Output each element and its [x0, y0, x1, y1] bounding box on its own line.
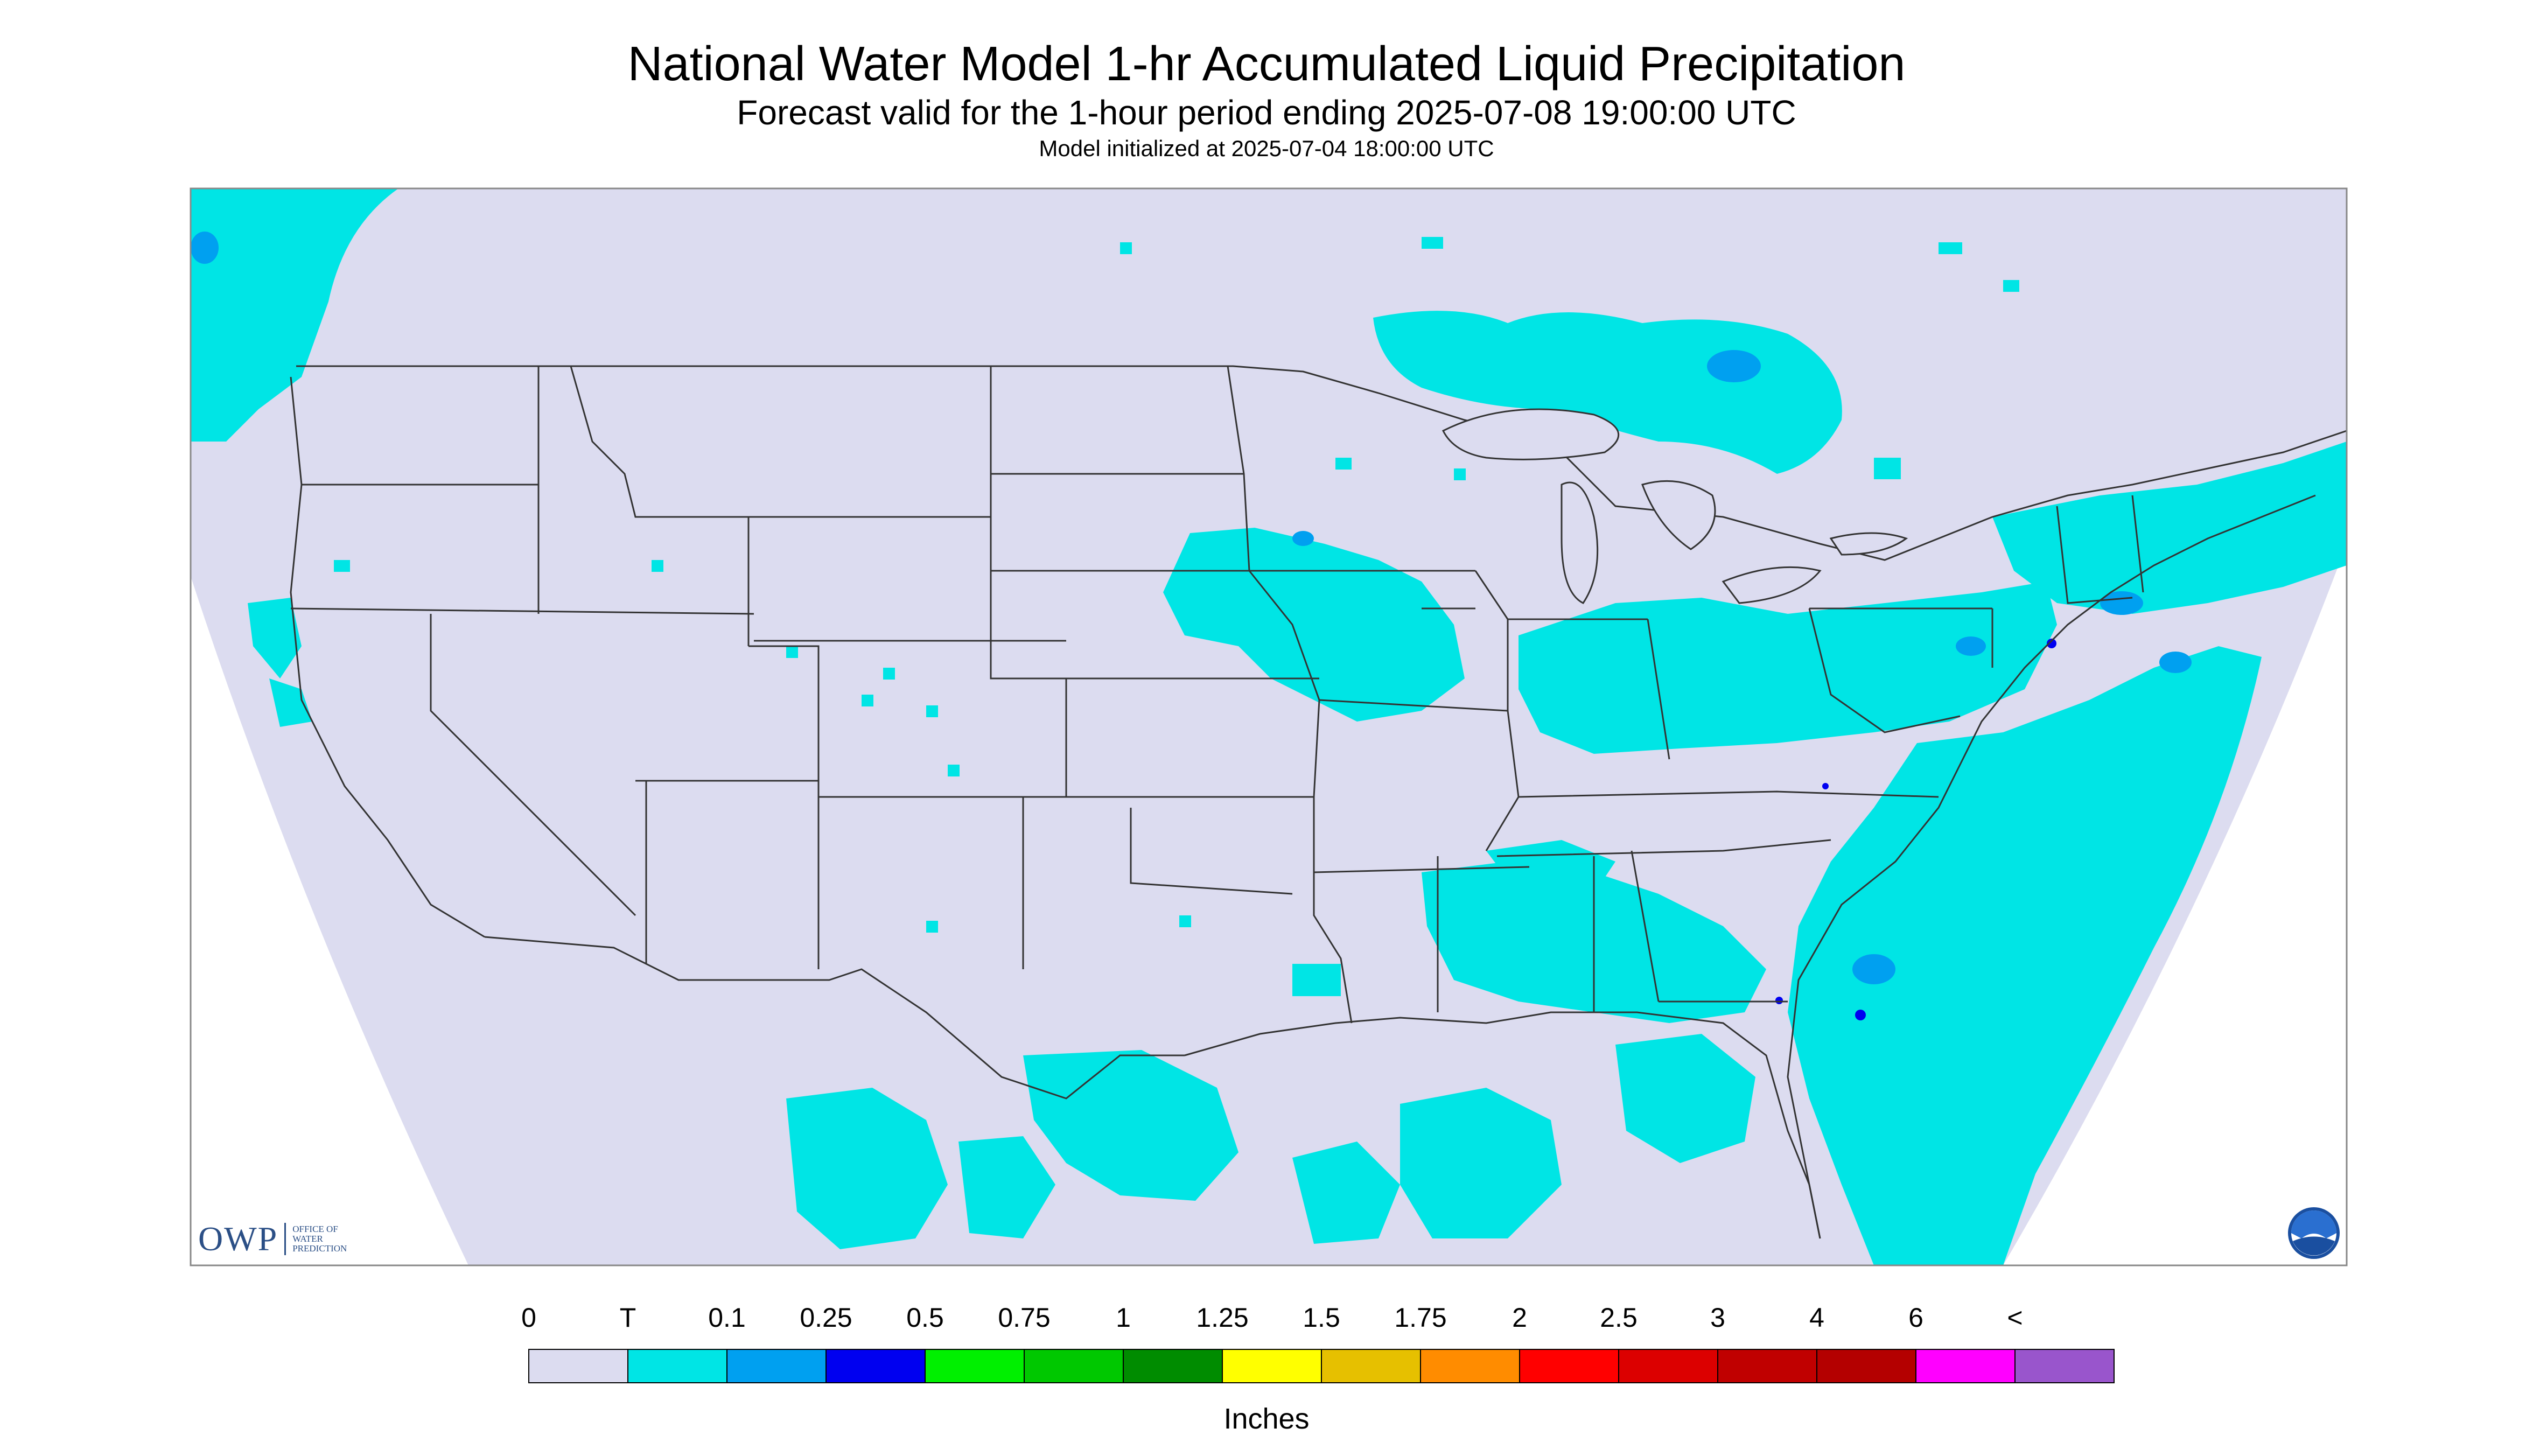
- legend-swatch: [528, 1349, 628, 1383]
- legend-swatch: [2014, 1349, 2115, 1383]
- owp-logo: OWP OFFICE OF WATER PREDICTION: [198, 1219, 347, 1259]
- legend-swatch: [1024, 1349, 1124, 1383]
- legend-swatch: [1420, 1349, 1520, 1383]
- owp-logo-text: OWP: [198, 1220, 278, 1258]
- legend-swatch: [1915, 1349, 2016, 1383]
- legend-swatch: [1816, 1349, 1916, 1383]
- legend-colorbar: [528, 1349, 2115, 1383]
- legend-swatch: [1321, 1349, 1421, 1383]
- boundaries: [290, 365, 2347, 1239]
- legend-units: Inches: [1223, 1403, 1310, 1435]
- precip-heavy-cells: [1775, 639, 2056, 1020]
- legend-swatch: [925, 1349, 1025, 1383]
- legend-swatch: [1123, 1349, 1223, 1383]
- legend-swatch: [1618, 1349, 1718, 1383]
- noaa-logo-icon: [2288, 1207, 2340, 1259]
- map-border: [190, 187, 2348, 1266]
- precip-areas: [191, 188, 2347, 1265]
- legend-swatch: [825, 1349, 926, 1383]
- legend-swatch: [1717, 1349, 1817, 1383]
- great-lakes: [1442, 408, 1908, 604]
- legend-swatch: [726, 1349, 827, 1383]
- map-subtitle: Forecast valid for the 1-hour period end…: [737, 93, 1796, 132]
- owp-logo-subtext: OFFICE OF WATER PREDICTION: [292, 1224, 347, 1254]
- legend-swatch: [1222, 1349, 1322, 1383]
- owp-logo-divider: [284, 1223, 286, 1255]
- map-title: National Water Model 1-hr Accumulated Li…: [627, 37, 1906, 91]
- legend-swatch: [627, 1349, 727, 1383]
- legend-swatch: [1519, 1349, 1619, 1383]
- precip-heavier-cells: [191, 232, 2192, 984]
- model-init-line: Model initialized at 2025-07-04 18:00:00…: [1039, 136, 1494, 161]
